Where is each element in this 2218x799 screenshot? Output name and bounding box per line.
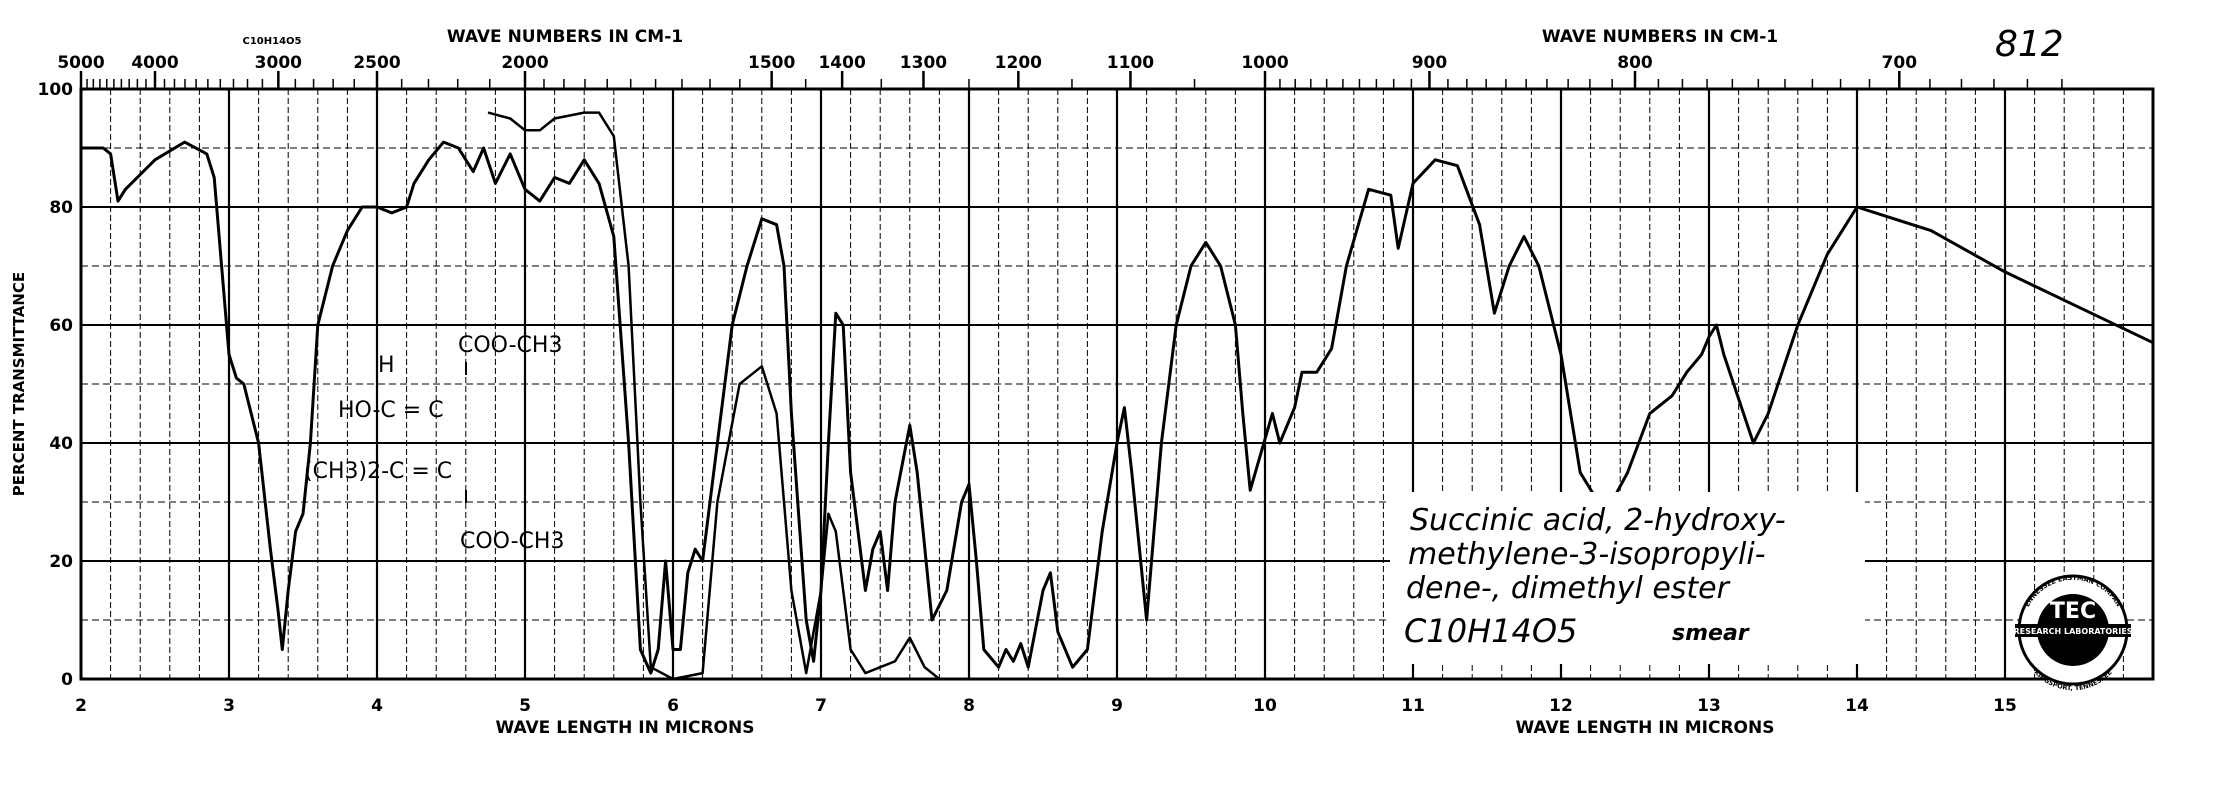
y-tick-label: 40 bbox=[49, 434, 73, 454]
x-tick-label: 14 bbox=[1845, 696, 1869, 716]
top-axis-label-left: WAVE NUMBERS IN CM-1 bbox=[447, 27, 683, 47]
x-tick-label: 9 bbox=[1111, 696, 1123, 716]
y-tick-label: 20 bbox=[49, 552, 73, 572]
spectrum-number: 812 bbox=[1995, 24, 2064, 65]
series-line-thin-film bbox=[487, 111, 941, 681]
annotation-sample: smear bbox=[1672, 621, 1750, 646]
top-axis-label-right: WAVE NUMBERS IN CM-1 bbox=[1542, 27, 1778, 47]
structure-line-3: (CH3)2-C = C bbox=[304, 459, 452, 484]
structure-line-2: HO-C = C bbox=[338, 398, 444, 423]
top-tick-label: 2000 bbox=[501, 53, 548, 73]
x-tick-label: 10 bbox=[1253, 696, 1277, 716]
structure-h: H bbox=[378, 353, 395, 378]
annotation-line-3: dene-, dimethyl ester bbox=[1406, 571, 1731, 606]
compound-annotation: Succinic acid, 2-hydroxy- methylene-3-is… bbox=[1390, 492, 1865, 664]
x-tick-label: 4 bbox=[371, 696, 383, 716]
x-tick-label: 13 bbox=[1697, 696, 1721, 716]
annotation-background bbox=[1390, 492, 1865, 664]
x-tick-label: 2 bbox=[75, 696, 87, 716]
top-tick-label: 800 bbox=[1617, 53, 1653, 73]
x-tick-label: 3 bbox=[223, 696, 235, 716]
x-tick-label: 15 bbox=[1993, 696, 2017, 716]
series-line-smear bbox=[81, 140, 2154, 675]
y-tick-label: 100 bbox=[38, 80, 74, 100]
structure-line-1: COO-CH3 bbox=[458, 333, 562, 358]
y-tick-label: 0 bbox=[61, 670, 73, 690]
x-tick-label: 11 bbox=[1401, 696, 1425, 716]
y-tick-label: 80 bbox=[49, 198, 73, 218]
top-tick-label: 1000 bbox=[1241, 53, 1288, 73]
top-tick-label: 2500 bbox=[353, 53, 400, 73]
x-tick-label: 5 bbox=[519, 696, 531, 716]
x-tick-label: 12 bbox=[1549, 696, 1573, 716]
logo-middle-text: RESEARCH LABORATORIES bbox=[2013, 627, 2132, 636]
top-tick-label: 700 bbox=[1882, 53, 1918, 73]
structural-formula: COO-CH3 H HO-C = C (CH3)2-C = C COO-CH3 bbox=[304, 333, 564, 554]
bottom-axis-label-left: WAVE LENGTH IN MICRONS bbox=[496, 718, 755, 738]
logo-band bbox=[2015, 624, 2131, 637]
top-tick-label: 1100 bbox=[1107, 53, 1154, 73]
bottom-axis-label-right: WAVE LENGTH IN MICRONS bbox=[1516, 718, 1775, 738]
top-tick-label: 900 bbox=[1412, 53, 1448, 73]
top-tick-label: 1500 bbox=[748, 53, 795, 73]
y-tick-label: 60 bbox=[49, 316, 73, 336]
x-tick-label: 6 bbox=[667, 696, 679, 716]
top-tick-label: 1400 bbox=[818, 53, 865, 73]
x-tick-label: 8 bbox=[963, 696, 975, 716]
top-tick-label: 5000 bbox=[57, 53, 104, 73]
top-tick-label: 3000 bbox=[255, 53, 302, 73]
plot-frame bbox=[79, 87, 2155, 681]
structure-line-4: COO-CH3 bbox=[460, 529, 564, 554]
logo-monogram: TEC bbox=[2050, 599, 2096, 624]
annotation-line-2: methylene-3-isopropyli- bbox=[1408, 537, 1766, 572]
formula-small-label: C10H14O5 bbox=[243, 36, 302, 47]
x-tick-label: 7 bbox=[815, 696, 827, 716]
axes: 0 20 40 60 80 100 2 3 4 5 6 7 8 9 10 11 12 13 14 15 5000 4000… bbox=[38, 53, 2155, 716]
annotation-formula: C10H14O5 bbox=[1404, 612, 1577, 650]
y-axis-label: PERCENT TRANSMITTANCE bbox=[10, 272, 28, 496]
top-tick-label: 1200 bbox=[995, 53, 1042, 73]
series-group bbox=[81, 111, 2154, 681]
annotation-line-1: Succinic acid, 2-hydroxy- bbox=[1410, 503, 1786, 538]
top-tick-label: 4000 bbox=[131, 53, 178, 73]
top-tick-label: 1300 bbox=[900, 53, 947, 73]
